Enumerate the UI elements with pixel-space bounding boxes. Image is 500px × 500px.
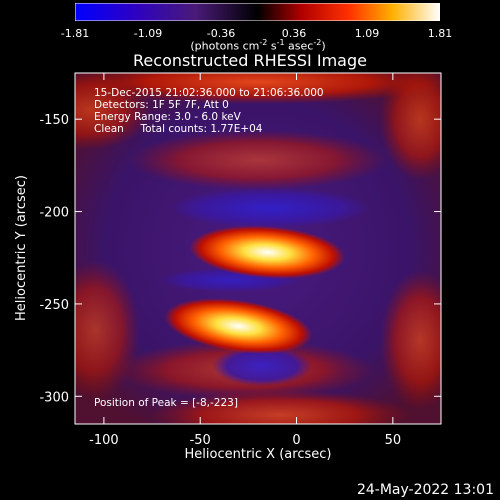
y-tick-label: -300 — [39, 390, 69, 405]
timestamp: 24-May-2022 13:01 — [356, 482, 494, 498]
colorbar-tick-label: -0.36 — [206, 27, 236, 40]
annotation-detectors: Detectors: 1F 5F 7F, Att 0 — [94, 99, 229, 111]
x-tick-label: 50 — [385, 433, 402, 448]
annotation-counts: Clean Total counts: 1.77E+04 — [94, 123, 263, 135]
x-tick-label: 0 — [292, 433, 300, 448]
x-tick-label: -50 — [190, 433, 211, 448]
y-tick-label: -250 — [39, 298, 69, 313]
colorbar-tick-label: 0.36 — [281, 27, 307, 40]
x-axis-title: Heliocentric X (arcsec) — [185, 447, 332, 462]
colorbar-tick-label: -1.81 — [60, 27, 90, 40]
emission-source — [164, 298, 313, 354]
colorbar — [75, 3, 440, 21]
colorbar-tick-label: -1.09 — [133, 27, 163, 40]
heatmap-image — [75, 73, 441, 424]
emission-source — [189, 225, 346, 279]
colorbar-units: (photons cm-2 s-1 asec-2) — [190, 38, 326, 53]
chart-title: Reconstructed RHESSI Image — [133, 51, 367, 70]
colorbar-tick-label: 1.09 — [354, 27, 380, 40]
annotation-energy-range: Energy Range: 3.0 - 6.0 keV — [94, 111, 241, 123]
y-tick-label: -200 — [39, 206, 69, 221]
annotation-peak-position: Position of Peak = [-8,-223] — [94, 397, 238, 409]
plot-frame — [74, 72, 442, 425]
y-tick-label: -150 — [39, 113, 69, 128]
annotation-time-range: 15-Dec-2015 21:02:36.000 to 21:06:36.000 — [94, 87, 324, 99]
x-tick-label: -100 — [89, 433, 119, 448]
y-axis-title: Heliocentric Y (arcsec) — [14, 175, 29, 321]
colorbar-tick-label: 1.81 — [427, 27, 453, 40]
